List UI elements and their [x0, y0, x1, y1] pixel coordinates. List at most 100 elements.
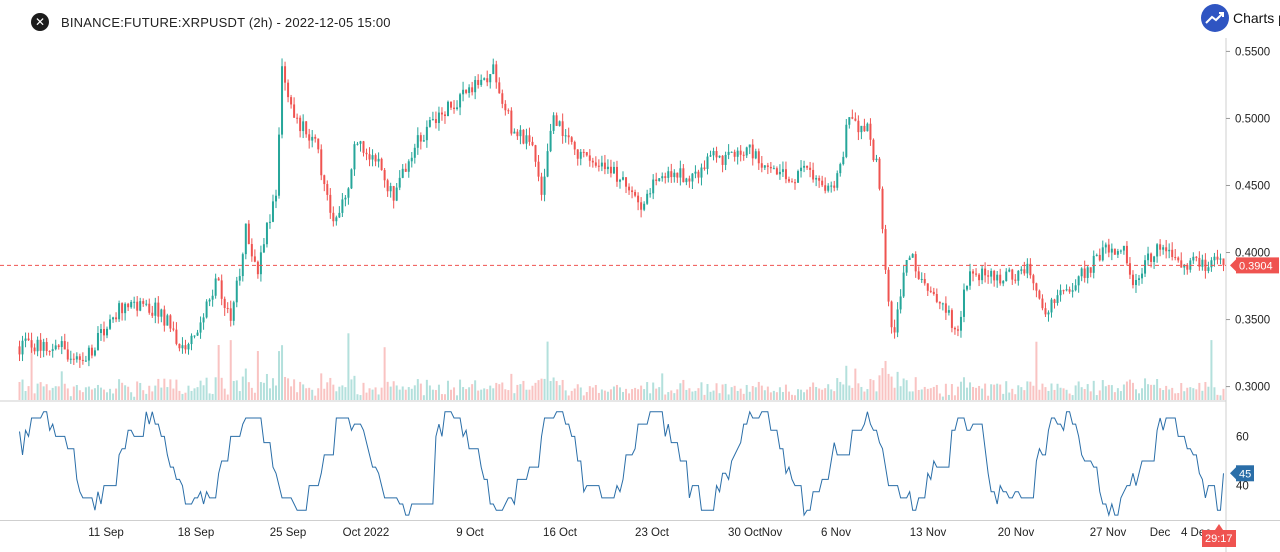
volume-bar [308, 387, 311, 400]
candlestick-series[interactable] [18, 58, 1225, 368]
candle-body [739, 150, 742, 155]
volume-bar [124, 385, 127, 400]
volume-bar [78, 390, 81, 400]
candle-body [1083, 268, 1086, 278]
candle [468, 84, 471, 98]
volume-bar [383, 347, 386, 400]
candle [130, 299, 133, 309]
volume-bar [21, 379, 24, 400]
volume-bar [205, 377, 208, 400]
time-tick-label: 23 Oct [635, 527, 670, 539]
candle [1165, 239, 1168, 259]
candle-body [1201, 259, 1204, 267]
time-tick-label: Dec [1150, 527, 1171, 539]
volume-bar [347, 333, 350, 400]
volume-bar [962, 377, 965, 400]
candle-body [534, 145, 537, 162]
volume-bar [591, 387, 594, 400]
volume-bar [118, 379, 121, 400]
volume-bar [404, 389, 407, 400]
candle-body [284, 66, 287, 83]
candle-body [1104, 244, 1107, 248]
candle [419, 132, 422, 150]
candle [1198, 251, 1201, 271]
volume-bar [353, 375, 356, 400]
candle-body [718, 155, 721, 158]
candle-body [1095, 254, 1098, 256]
candle [923, 273, 926, 286]
candle [181, 337, 184, 354]
candle-body [830, 185, 833, 187]
volume-bar [93, 388, 96, 400]
candle [274, 189, 277, 209]
candle-body [274, 195, 277, 202]
candle [145, 299, 148, 307]
candle [244, 223, 247, 260]
volume-bar [640, 385, 643, 400]
time-axis[interactable]: 11 Sep 18 Sep 25 Sep Oct 2022 9 Oct 16 Oct 23 … [88, 527, 1211, 539]
volume-bar [371, 389, 374, 400]
volume-bar [1128, 379, 1131, 400]
volume-bar [993, 384, 996, 400]
candle [214, 273, 217, 299]
time-tick-label: 9 Oct [456, 527, 484, 539]
candle-body [139, 301, 142, 311]
candle-body [655, 179, 658, 181]
candle-body [118, 303, 121, 320]
candle [519, 125, 522, 145]
close-icon[interactable]: ✕ [31, 13, 49, 31]
candle [287, 79, 290, 103]
candle-body [516, 131, 519, 137]
volume-bar [181, 393, 184, 400]
candle-body [673, 172, 676, 178]
candle [981, 265, 984, 285]
volume-bar [238, 391, 241, 400]
candle-body [1207, 267, 1210, 271]
volume-bar [392, 381, 395, 400]
volume-bar [664, 394, 667, 400]
volume-bar [866, 389, 869, 400]
candle [742, 151, 745, 161]
candle-body [540, 176, 543, 195]
candle-body [359, 141, 362, 144]
candle-body [531, 141, 534, 146]
candle [57, 343, 60, 350]
candle [284, 61, 287, 91]
trend-line-icon[interactable] [1201, 4, 1229, 32]
candle-body [1128, 263, 1131, 275]
candle-body [975, 273, 978, 275]
candle [893, 319, 896, 339]
candle-body [1044, 308, 1047, 315]
candle-body [769, 166, 772, 169]
volume-bar [558, 385, 561, 400]
candle [54, 339, 57, 351]
volume-bar [462, 387, 465, 400]
candle-body [389, 186, 392, 192]
candle [649, 188, 652, 198]
volume-bar [1020, 387, 1023, 400]
volume-bar [175, 379, 178, 400]
candle [474, 76, 477, 100]
candle [1116, 248, 1119, 259]
candle [133, 296, 136, 309]
candle-body [130, 301, 133, 308]
volume-bar [781, 391, 784, 400]
volume-bar [1195, 389, 1198, 400]
volume-bar [905, 380, 908, 400]
volume-bar [631, 389, 634, 400]
candle [703, 160, 706, 171]
candle-body [102, 329, 105, 336]
volume-bar [634, 387, 637, 400]
candle [416, 127, 419, 155]
volume-bar [66, 388, 69, 400]
candle-body [1192, 256, 1195, 261]
candle [477, 74, 480, 89]
candle [513, 128, 516, 134]
candle-body [522, 129, 525, 144]
volume-bar [1041, 383, 1044, 400]
price-axis[interactable]: 0.5500 0.5000 0.4500 0.4000 0.3500 0.3000 60 40 [1226, 46, 1270, 493]
volume-bar [549, 381, 552, 400]
volume-bar [1113, 392, 1116, 400]
candle-body [504, 103, 507, 111]
